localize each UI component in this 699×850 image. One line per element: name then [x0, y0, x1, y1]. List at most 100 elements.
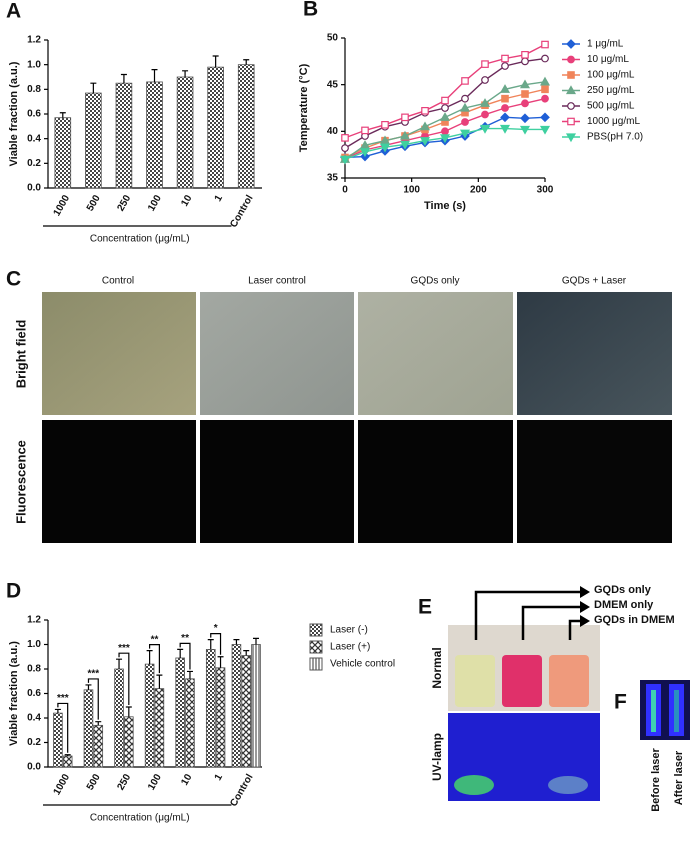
significance-bracket	[149, 644, 160, 674]
x-tick-label: 100	[403, 185, 420, 196]
vial-label: GQDs in DMEM	[594, 614, 675, 626]
bar	[237, 64, 255, 189]
error-bar	[217, 656, 224, 668]
point	[401, 113, 409, 122]
point	[521, 57, 529, 66]
row-label: Normal	[430, 647, 444, 688]
y-tick-label: 50	[327, 33, 339, 44]
legend-label: Laser (+)	[330, 642, 370, 653]
bar	[241, 655, 252, 768]
point	[361, 126, 369, 135]
point	[341, 134, 349, 142]
column-label: Control	[102, 276, 134, 287]
legend-swatch	[309, 657, 323, 671]
bar	[154, 688, 165, 768]
bar	[85, 92, 102, 189]
significance: **	[181, 633, 189, 644]
error-bar	[59, 112, 66, 118]
arrows	[474, 590, 580, 640]
error-bar	[64, 754, 71, 756]
panel-label: F	[614, 691, 627, 714]
point	[461, 77, 469, 85]
legend-label: 500 μg/mL	[587, 101, 635, 112]
significance: ***	[57, 693, 69, 704]
bar	[114, 668, 124, 768]
sample-label: Before laser	[650, 747, 662, 811]
bar	[124, 716, 134, 768]
point	[399, 130, 411, 140]
significance-bracket	[179, 642, 191, 670]
y-tick-label: 1.2	[27, 615, 41, 626]
legend-label: PBS(pH 7.0)	[587, 132, 643, 143]
row-label: Bright field	[13, 320, 28, 389]
vial	[549, 655, 589, 707]
bar	[205, 649, 216, 768]
point	[339, 155, 351, 165]
glow	[651, 690, 656, 732]
x-tick-label: 200	[470, 185, 487, 196]
error-bar	[233, 639, 240, 645]
legend-marker	[566, 39, 576, 49]
significance-bracket	[210, 633, 222, 655]
legend-marker	[565, 85, 577, 95]
y-tick-label: 0.2	[27, 737, 41, 748]
legend-marker	[567, 55, 575, 64]
y-tick-label: 0.0	[27, 762, 41, 773]
point	[481, 60, 489, 68]
point	[520, 113, 530, 124]
error-bar	[125, 706, 132, 717]
panel-c: C Control Laser control GQDs only GQDs +…	[6, 268, 672, 543]
x-axis-label: Concentration (μg/mL)	[90, 813, 190, 824]
y-tick-label: 0.8	[27, 664, 41, 675]
vial	[455, 655, 495, 707]
error-bar	[212, 55, 219, 68]
bar	[251, 644, 261, 768]
point	[441, 96, 449, 105]
legend-label: 1 μg/mL	[587, 39, 624, 50]
significance-bracket	[87, 678, 99, 720]
bar	[62, 755, 73, 768]
bar	[185, 678, 195, 768]
y-tick-label: 1.2	[27, 35, 41, 46]
y-tick-label: 0.6	[27, 109, 41, 120]
legend-marker	[567, 117, 575, 126]
legend-label: Laser (-)	[330, 625, 368, 636]
error-bar	[120, 73, 127, 84]
legend-marker	[567, 102, 575, 110]
micrograph	[517, 292, 672, 415]
point	[379, 143, 391, 153]
x-tick-label: 1000	[52, 193, 73, 218]
point	[381, 120, 389, 129]
y-axis-label: Viable fraction (a.u.)	[8, 61, 20, 166]
y-tick-label: 1.0	[27, 639, 41, 650]
y-tick-label: 35	[327, 173, 339, 184]
y-tick-label: 40	[327, 126, 339, 137]
error-bar	[146, 650, 153, 665]
significance: ***	[118, 643, 130, 654]
y-axis-label: Viable fraction (a.u.)	[8, 641, 20, 746]
vial-label: DMEM only	[594, 599, 654, 611]
point	[479, 98, 491, 107]
point	[539, 125, 551, 135]
bar	[175, 657, 185, 768]
point	[439, 134, 451, 144]
row-label: UV-lamp	[430, 733, 444, 781]
error-bar	[54, 708, 61, 714]
point	[439, 112, 451, 121]
glow	[548, 776, 588, 794]
error-bar	[186, 670, 193, 679]
panel-label: D	[6, 580, 21, 603]
point	[481, 76, 489, 84]
point	[541, 85, 549, 94]
point	[459, 102, 471, 112]
point	[479, 124, 491, 134]
legend-label: 250 μg/mL	[587, 85, 635, 96]
x-tick-label: 300	[537, 185, 554, 196]
point	[419, 137, 431, 146]
panel-label: C	[6, 268, 21, 291]
point	[461, 94, 469, 103]
legend-marker	[565, 133, 577, 143]
point	[499, 124, 511, 134]
x-tick-label: 100	[146, 193, 164, 213]
legend-marker	[567, 71, 575, 79]
